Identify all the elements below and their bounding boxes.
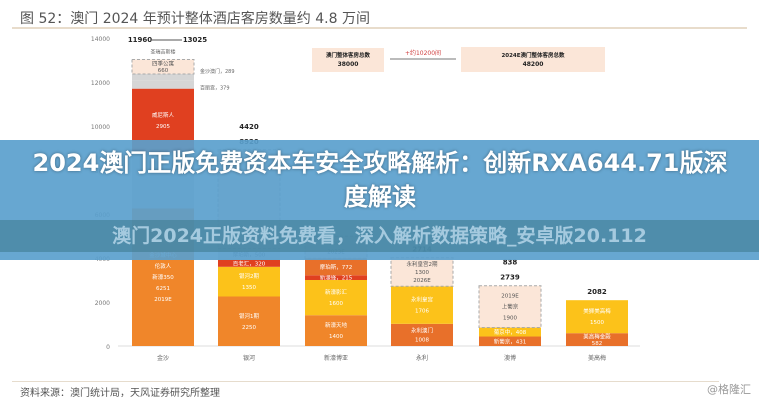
segment-label: 1300: [415, 270, 429, 276]
segment-label: 上葡京: [502, 303, 519, 311]
bar-segment: [478, 285, 542, 329]
bar-segment: [479, 327, 541, 337]
top-value-label: 2082: [587, 288, 607, 296]
segment-label: 银河1期: [239, 312, 259, 320]
segment-label: 2905: [156, 124, 170, 130]
source-note: 资料来源：澳门统计局，天风证券研究所整理: [20, 388, 220, 399]
footer-divider: [12, 381, 719, 382]
segment-label: 1400: [329, 334, 343, 340]
banner-subtitle: 澳门2024正版资料免费看，深入解析数据策略_安卓版20.112: [112, 225, 647, 247]
segment-label: 百老汇，320: [233, 259, 266, 267]
current-total-label: 澳门整体客房总数: [326, 51, 371, 59]
segment-label: 1500: [590, 320, 604, 326]
bar-segment: [218, 296, 280, 346]
segment-label: 2019E: [501, 294, 519, 300]
segment-label: 1600: [329, 301, 343, 307]
headline-banner: 澳门2024正版资料免费看，深入解析数据策略_安卓版20.112 2024澳门正…: [0, 140, 759, 260]
y-tick-label: 12000: [91, 80, 110, 87]
top-value-label: 11960: [128, 36, 152, 44]
future-total-label: 2024E澳门整体客房总数: [501, 51, 565, 59]
title-divider: [12, 27, 747, 29]
segment-label: 威尼斯人: [152, 111, 175, 119]
x-tick-label: 新濠博亚: [324, 354, 348, 362]
segment-label: 永利皇宫: [411, 296, 434, 304]
bar-segment: [391, 286, 453, 324]
banner-headline[interactable]: 2024澳门正版免费资本车安全攻略解析：创新RXA644.71版深度解读: [32, 149, 728, 211]
bar-segment: [305, 258, 367, 276]
segment-label: 660: [158, 68, 169, 74]
segment-label: 四季公寓: [152, 59, 175, 67]
x-tick-label: 澳博: [504, 354, 516, 362]
current-total-value: 38000: [338, 61, 359, 68]
future-total-box: [461, 47, 605, 72]
segment-label: 美高梅金殿: [583, 332, 611, 340]
x-tick-label: 美高梅: [588, 354, 606, 362]
bar-segment: [131, 58, 195, 75]
delta-label: +约10200间: [405, 49, 441, 57]
bar-segment: [218, 259, 280, 267]
x-tick-label: 金沙: [157, 354, 169, 362]
bar-segment: [132, 73, 194, 81]
segment-label: 伦敦人: [155, 262, 172, 270]
bar-segment: [218, 266, 280, 297]
segment-above-label: 圣瑞吉斯楼: [150, 48, 175, 55]
segment-label: 新濠锋，215: [320, 274, 353, 282]
segment-label: 2250: [242, 325, 256, 331]
bar-segment: [566, 333, 628, 346]
bar-segment: [305, 275, 367, 280]
segment-label: 葡京中，408: [494, 328, 527, 336]
y-tick-label: 10000: [91, 124, 110, 131]
segment-label: 582: [592, 341, 603, 347]
y-tick-label: 14000: [91, 36, 110, 43]
segment-label: 银河2期: [239, 272, 259, 280]
segment-label: 摩珀斯，772: [320, 263, 353, 271]
top-value-label: 838: [503, 259, 518, 267]
bar-segment: [390, 257, 454, 287]
top-value-label: 2739: [500, 274, 520, 282]
bar-segment: [391, 323, 453, 346]
segment-label: 1350: [242, 285, 256, 291]
future-total-value: 48200: [523, 61, 544, 68]
current-total-box: [312, 48, 384, 72]
bar-segment: [305, 315, 367, 346]
segment-label: 永利皇宫2期: [407, 260, 438, 268]
y-tick-label: 2000: [95, 300, 110, 307]
segment-label: 永利澳门: [411, 326, 433, 334]
segment-label: 新葡京，431: [494, 337, 527, 345]
segment-label: 新濠350: [152, 273, 174, 281]
segment-side-label: 百丽宫，379: [200, 84, 230, 91]
segment-label: 新濠天地: [325, 321, 348, 329]
bar-segment: [305, 280, 367, 316]
segment-label: 2019E: [154, 297, 172, 303]
segment-label: 1706: [415, 309, 429, 315]
segment-side-label: 金沙澳门，289: [200, 68, 235, 75]
segment-label: 美狮美高梅: [583, 307, 611, 315]
bar-segment: [132, 80, 194, 89]
bar-segment: [566, 300, 628, 334]
x-tick-label: 银河: [243, 354, 255, 362]
x-tick-label: 永利: [416, 354, 428, 362]
segment-label: 新濠影汇: [325, 288, 348, 296]
segment-label: 1900: [503, 316, 517, 322]
top-value-label: 4420: [239, 123, 259, 131]
segment-label: 2026E: [413, 278, 431, 284]
top-value-label: 13025: [183, 36, 207, 44]
figure-title: 图 52：澳门 2024 年预计整体酒店客房数量约 4.8 万间: [20, 11, 370, 27]
banner-band: [0, 220, 759, 252]
bar-segment: [479, 336, 541, 346]
segment-label: 6251: [156, 286, 170, 292]
watermark: @格隆汇: [707, 383, 751, 396]
segment-label: 1008: [415, 337, 429, 343]
y-tick-label: 0: [106, 344, 110, 351]
